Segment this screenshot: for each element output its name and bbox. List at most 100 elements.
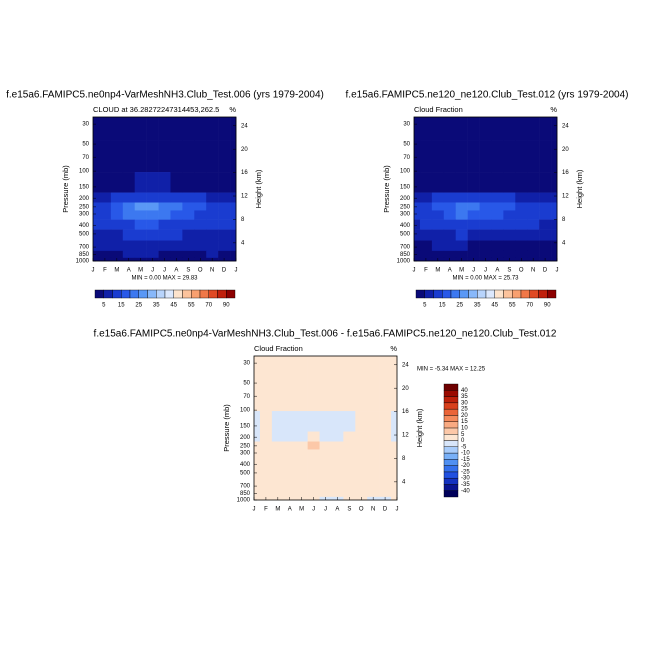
colorbar-box: [173, 289, 183, 299]
y-tick-label: 1000: [397, 259, 411, 265]
contour-cell: [182, 172, 195, 193]
contour-cell: [254, 431, 261, 442]
contour-cell: [93, 172, 100, 193]
contour-cell: [491, 192, 504, 203]
contour-cell: [539, 229, 552, 241]
contour-cell: [93, 219, 100, 230]
contour-cell: [414, 140, 421, 173]
contour-cell: [206, 192, 219, 203]
contour-cell: [515, 172, 528, 193]
contour-cell: [110, 210, 124, 220]
y-tick-label: 500: [400, 232, 411, 238]
contour-cell: [283, 379, 297, 412]
contour-cell: [93, 250, 100, 259]
contour-cell: [355, 479, 368, 491]
colorbar-box: [182, 289, 192, 299]
y2-tick-label: 4: [241, 240, 245, 246]
panel-title: f.e15a6.FAMIPC5.ne0np4-VarMeshNH3.Club_T…: [94, 329, 557, 340]
contour-cell: [259, 468, 273, 480]
contour-cell: [367, 449, 380, 459]
contour-cell: [515, 219, 528, 230]
contour-cell: [206, 240, 219, 252]
contour-cell: [319, 431, 332, 442]
colorbar-box: [226, 289, 236, 299]
x-tick-label: N: [531, 268, 535, 274]
contour-cell: [455, 210, 468, 220]
contour-cell: [551, 140, 558, 173]
colorbar-label: 25: [461, 407, 468, 413]
contour-cell: [158, 229, 171, 241]
contour-cell: [331, 449, 344, 459]
contour-cell: [307, 479, 320, 491]
colorbar-box: [112, 289, 122, 299]
y-tick-label: 50: [82, 142, 89, 148]
colorbar-box: [443, 434, 459, 441]
contour-cell: [194, 229, 207, 241]
contour-cell: [355, 431, 368, 442]
x-tick-label: J: [92, 268, 95, 274]
contour-cell: [331, 431, 344, 442]
contour-cell: [527, 219, 540, 230]
contour-cell: [146, 229, 159, 241]
colorbar-label: 70: [526, 303, 533, 309]
contour-cell: [271, 458, 285, 469]
contour-cell: [331, 379, 344, 412]
y-tick-label: 30: [243, 361, 250, 367]
y-tick-label: 850: [400, 252, 411, 258]
contour-cell: [455, 172, 468, 193]
colorbar-box: [424, 289, 434, 299]
contour-cell: [467, 250, 480, 259]
y-tick-label: 100: [79, 169, 90, 175]
contour-cell: [515, 192, 528, 203]
contour-cell: [194, 240, 207, 252]
x-tick-label: S: [507, 268, 511, 274]
contour-cell: [467, 192, 480, 203]
y-tick-label: 250: [240, 443, 251, 449]
contour-cell: [271, 479, 285, 491]
y-tick-label: 300: [79, 212, 90, 218]
contour-cell: [122, 117, 136, 141]
contour-cell: [527, 172, 540, 193]
x-tick-label: J: [472, 268, 475, 274]
contour-cell: [158, 172, 171, 193]
contour-cell: [98, 172, 112, 193]
contour-cell: [206, 229, 219, 241]
y-tick-label: 850: [79, 252, 90, 258]
contour-cell: [319, 379, 332, 412]
contour-cell: [391, 431, 398, 442]
contour-cell: [122, 229, 136, 241]
x-tick-label: J: [396, 507, 399, 513]
min-max: MIN = 0.00 MAX = 29.83: [131, 276, 198, 282]
y-tick-label: 300: [400, 212, 411, 218]
contour-cell: [194, 140, 207, 173]
contour-cell: [515, 140, 528, 173]
y2-tick-label: 12: [562, 194, 569, 200]
contour-cell: [134, 240, 147, 252]
y-tick-label: 150: [79, 185, 90, 191]
contour-cell: [98, 202, 112, 211]
colorbar-label: 0: [461, 438, 465, 444]
contour-cell: [355, 411, 368, 432]
colorbar-box: [443, 465, 459, 473]
contour-cell: [146, 240, 159, 252]
colorbar-box: [443, 383, 459, 391]
contour-cell: [539, 210, 552, 220]
contour-cell: [283, 489, 297, 498]
contour-cell: [515, 240, 528, 252]
units-label: %: [229, 105, 236, 114]
contour-cell: [491, 172, 504, 193]
contour-cell: [182, 250, 195, 259]
y2-axis-label: Height (km): [254, 169, 263, 208]
contour-cell: [467, 140, 480, 173]
contour-cell: [503, 192, 516, 203]
contour-cell: [539, 192, 552, 203]
contour-cell: [271, 379, 285, 412]
x-tick-label: A: [448, 268, 452, 274]
contour-cell: [93, 229, 100, 241]
contour-cell: [206, 140, 219, 173]
y-tick-label: 400: [400, 223, 411, 229]
x-tick-label: A: [288, 507, 292, 513]
colorbar-box: [103, 289, 113, 299]
contour-cell: [551, 240, 558, 252]
